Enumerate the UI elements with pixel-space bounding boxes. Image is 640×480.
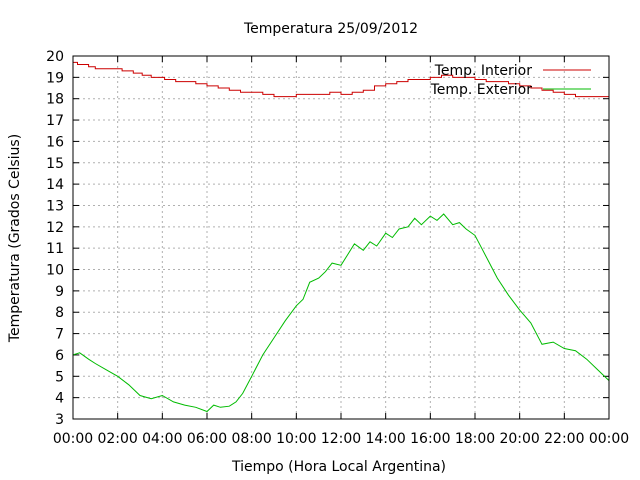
- x-axis-label: Tiempo (Hora Local Argentina): [231, 459, 446, 475]
- y-tick-label: 20: [46, 49, 64, 65]
- x-tick-label: 14:00: [365, 431, 405, 447]
- x-tick-label: 12:00: [321, 431, 361, 447]
- y-tick-label: 7: [55, 327, 64, 343]
- y-axis-label: Temperatura (Grados Celsius): [7, 134, 23, 343]
- y-tick-label: 15: [46, 156, 64, 172]
- grid: [73, 56, 609, 419]
- x-tick-label: 00:00: [589, 431, 629, 447]
- x-tick-label: 18:00: [455, 431, 495, 447]
- series-line-interior: [73, 61, 609, 98]
- x-tick-label: 06:00: [187, 431, 227, 447]
- x-tick-label: 16:00: [410, 431, 450, 447]
- y-axis-ticks: 3 4 5 6 7 8 9 10 11 12 13 14 15 16 17 18 19 20: [46, 49, 609, 428]
- x-tick-label: 04:00: [142, 431, 182, 447]
- y-tick-label: 4: [55, 391, 64, 407]
- y-tick-label: 5: [55, 369, 64, 385]
- legend-label-interior: Temp. Interior: [434, 63, 533, 79]
- x-tick-label: 08:00: [231, 431, 271, 447]
- x-tick-label: 00:00: [53, 431, 93, 447]
- x-axis-ticks: 00:00 02:00 04:00 06:00 08:00 10:00 12:00 14:00…: [53, 56, 629, 447]
- plot-frame: [72, 55, 610, 420]
- y-tick-label: 12: [46, 220, 64, 236]
- y-tick-label: 6: [55, 348, 64, 364]
- y-tick-label: 16: [46, 134, 64, 150]
- y-tick-label: 13: [46, 198, 64, 214]
- x-tick-label: 22:00: [544, 431, 584, 447]
- y-tick-label: 11: [46, 241, 64, 257]
- y-tick-label: 14: [46, 177, 64, 193]
- x-tick-label: 02:00: [97, 431, 137, 447]
- y-tick-label: 19: [46, 70, 64, 86]
- y-tick-label: 17: [46, 113, 64, 129]
- x-tick-label: 20:00: [499, 431, 539, 447]
- y-tick-label: 10: [46, 263, 64, 279]
- x-tick-label: 10:00: [276, 431, 316, 447]
- y-tick-label: 18: [46, 92, 64, 108]
- y-tick-label: 8: [55, 305, 64, 321]
- series-lines: [72, 61, 610, 413]
- y-tick-label: 9: [55, 284, 64, 300]
- y-tick-label: 3: [55, 412, 64, 428]
- legend: Temp. Interior Temp. Exterior: [430, 63, 591, 98]
- series-line-exterior: [72, 213, 610, 413]
- chart-title: Temperatura 25/09/2012: [243, 21, 418, 37]
- legend-label-exterior: Temp. Exterior: [430, 82, 533, 98]
